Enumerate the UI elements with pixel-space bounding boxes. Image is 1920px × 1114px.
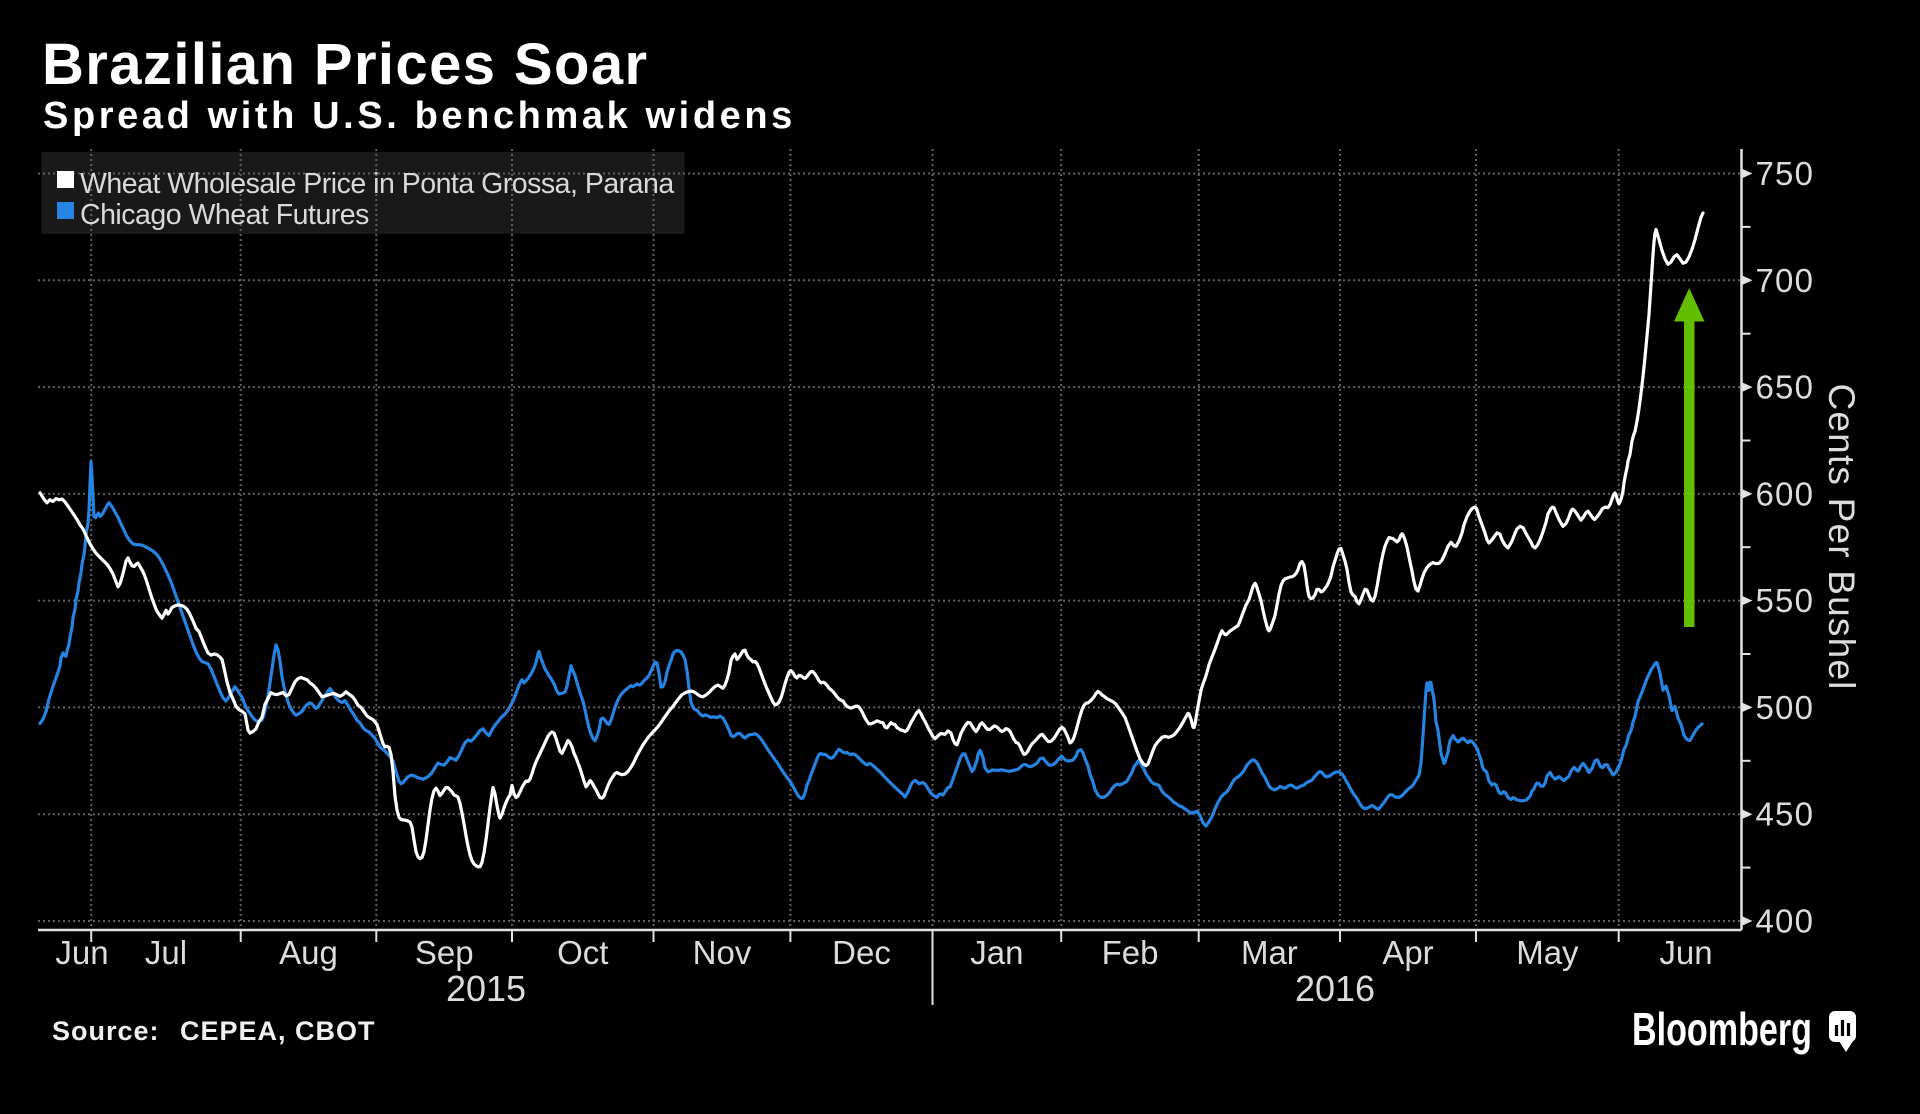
svg-text:450: 450 bbox=[1756, 796, 1815, 833]
svg-text:Oct: Oct bbox=[557, 934, 608, 971]
svg-text:Aug: Aug bbox=[279, 934, 338, 971]
svg-text:2015: 2015 bbox=[446, 968, 526, 1009]
svg-text:May: May bbox=[1516, 934, 1579, 971]
svg-text:700: 700 bbox=[1756, 262, 1815, 299]
svg-text:600: 600 bbox=[1756, 475, 1815, 512]
svg-text:550: 550 bbox=[1756, 582, 1815, 619]
svg-text:Jan: Jan bbox=[970, 934, 1023, 971]
svg-text:400: 400 bbox=[1756, 903, 1815, 940]
svg-text:650: 650 bbox=[1756, 369, 1815, 406]
svg-text:Jun: Jun bbox=[55, 934, 108, 971]
svg-text:Mar: Mar bbox=[1241, 934, 1298, 971]
svg-text:Jul: Jul bbox=[145, 934, 187, 971]
svg-text:750: 750 bbox=[1756, 155, 1815, 192]
svg-text:500: 500 bbox=[1756, 689, 1815, 726]
svg-text:Wheat Wholesale Price in Ponta: Wheat Wholesale Price in Ponta Grossa, P… bbox=[80, 168, 674, 200]
svg-text:Sep: Sep bbox=[415, 934, 474, 971]
svg-text:Apr: Apr bbox=[1382, 934, 1433, 971]
svg-text:Nov: Nov bbox=[693, 934, 752, 971]
svg-text:CEPEA, CBOT: CEPEA, CBOT bbox=[180, 1016, 376, 1046]
svg-text:Cents Per Bushel: Cents Per Bushel bbox=[1821, 383, 1862, 690]
svg-text:Chicago Wheat Futures: Chicago Wheat Futures bbox=[80, 199, 369, 231]
svg-text:Source:: Source: bbox=[52, 1016, 160, 1046]
svg-text:Brazilian Prices Soar: Brazilian Prices Soar bbox=[42, 32, 648, 97]
svg-text:Feb: Feb bbox=[1102, 934, 1159, 971]
svg-text:Bloomberg: Bloomberg bbox=[1632, 1003, 1812, 1055]
svg-text:Spread with U.S. benchmak wide: Spread with U.S. benchmak widens bbox=[43, 95, 796, 137]
svg-text:Jun: Jun bbox=[1659, 934, 1712, 971]
svg-text:2016: 2016 bbox=[1295, 968, 1375, 1009]
svg-text:Dec: Dec bbox=[832, 934, 891, 971]
